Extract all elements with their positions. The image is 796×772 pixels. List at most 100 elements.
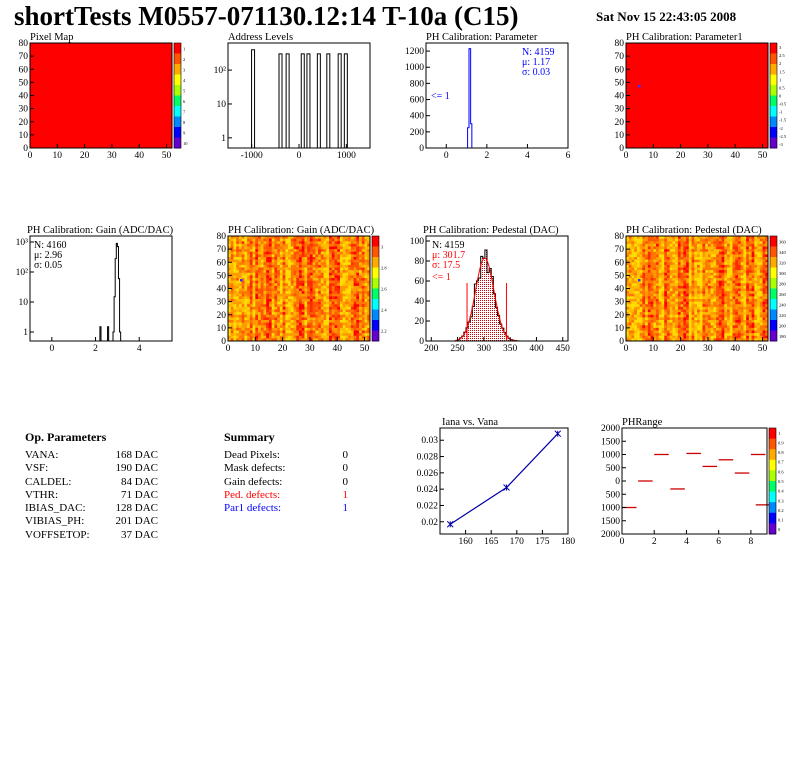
heatmap-cell [266,246,270,250]
heatmap-cell [334,275,338,279]
heatmap-cell [735,285,739,289]
x-tick-label: 0 [226,344,231,354]
heatmap-cell [252,264,256,268]
heatmap-cell [307,257,311,260]
heatmap-cell [727,251,731,255]
heatmap-cell [639,285,643,289]
heatmap-cell [669,330,673,334]
heatmap-cell [329,246,333,250]
heatmap-cell [675,288,679,292]
heatmap-cell [359,251,363,255]
heatmap-cell [675,333,679,337]
address-peak [251,49,256,148]
heatmap-cell [757,243,761,247]
heatmap-cell [691,317,695,321]
heatmap-cell [702,272,706,276]
heatmap-cell [626,285,630,289]
heatmap-cell [661,320,665,323]
heatmap-cell [326,236,330,239]
heatmap-cell [260,264,264,268]
heatmap-cell [255,246,259,250]
heatmap-cell [724,320,728,323]
heatmap-cell [258,301,262,305]
heatmap-cell [748,325,752,329]
heatmap-cell [323,285,327,289]
heatmap-cell [702,304,706,308]
heatmap-cell [702,238,706,242]
heatmap-cell [285,285,289,289]
heatmap-cell [688,325,692,329]
heatmap-cell [241,314,245,318]
heatmap-cell [656,322,660,326]
heatmap-cell [252,314,256,318]
heatmap-cell [323,322,327,326]
stat-text: N: 4160 [34,240,67,251]
heatmap-cell [367,272,371,276]
heatmap-cell [765,333,769,337]
heatmap-cell [309,330,313,334]
heatmap-cell [315,278,319,281]
x-tick-label: 160 [458,537,473,547]
heatmap-cell [680,241,684,245]
heatmap-cell [661,312,665,316]
heatmap-cell [339,309,343,313]
heatmap-cell [661,317,665,321]
heatmap-cell [628,306,632,310]
heatmap-cell [628,330,632,334]
heatmap-cell [688,251,692,255]
heatmap-cell [666,317,670,321]
palette-tick-label: 0.5 [779,85,785,90]
heatmap-cell [329,257,333,260]
y-tick-label: 1000 [405,63,424,73]
heatmap-cell [244,309,248,313]
heatmap-cell [318,275,322,279]
heatmap-cell [666,246,670,250]
palette-frame [769,42,778,149]
heatmap-cell [348,285,352,289]
heatmap-cell [751,322,755,326]
heatmap-cell [705,296,709,300]
heatmap-cell [639,314,643,318]
heatmap-cell [364,304,368,308]
chart-title: PH Calibration: Gain (ADC/DAC) [27,225,174,236]
heatmap-cell [339,272,343,276]
heatmap-cell [309,333,313,337]
heatmap-cell [677,296,681,300]
heatmap-cell [672,299,676,302]
heatmap-cell [282,320,286,323]
heatmap-cell [746,338,750,342]
y-tick-label: 1200 [405,47,424,57]
heatmap-cell [247,306,251,310]
heatmap-cell [705,272,709,276]
heatmap-cell [639,262,643,266]
heatmap-cell [228,267,232,271]
chart-title: PHRange [622,417,663,428]
heatmap-cell [274,312,278,316]
heatmap-cell [675,259,679,263]
heatmap-cell [350,272,354,276]
heatmap-cell [356,301,360,305]
heatmap-cell [645,325,649,329]
plot-frame [425,235,569,342]
heatmap-cell [713,257,717,260]
heatmap-cell [686,330,690,334]
heatmap-cell [683,257,687,260]
heatmap-cell [364,296,368,300]
heatmap-cell [285,312,289,316]
heatmap-cell [705,317,709,321]
heatmap-cell [233,272,237,276]
heatmap-cell [686,257,690,260]
heatmap-cell [271,267,275,271]
heatmap-cell [724,246,728,250]
heatmap-cell [672,285,676,289]
heatmap-cell [642,330,646,334]
heatmap-cell [307,288,311,292]
heatmap-cell [268,246,272,250]
heatmap-cell [762,278,766,281]
heatmap-cell [301,270,305,274]
heatmap-cell [361,272,365,276]
heatmap-cell [735,314,739,318]
y-tick-label: 400 [410,112,425,122]
heatmap-cell [732,236,736,239]
heatmap-cell [707,238,711,242]
